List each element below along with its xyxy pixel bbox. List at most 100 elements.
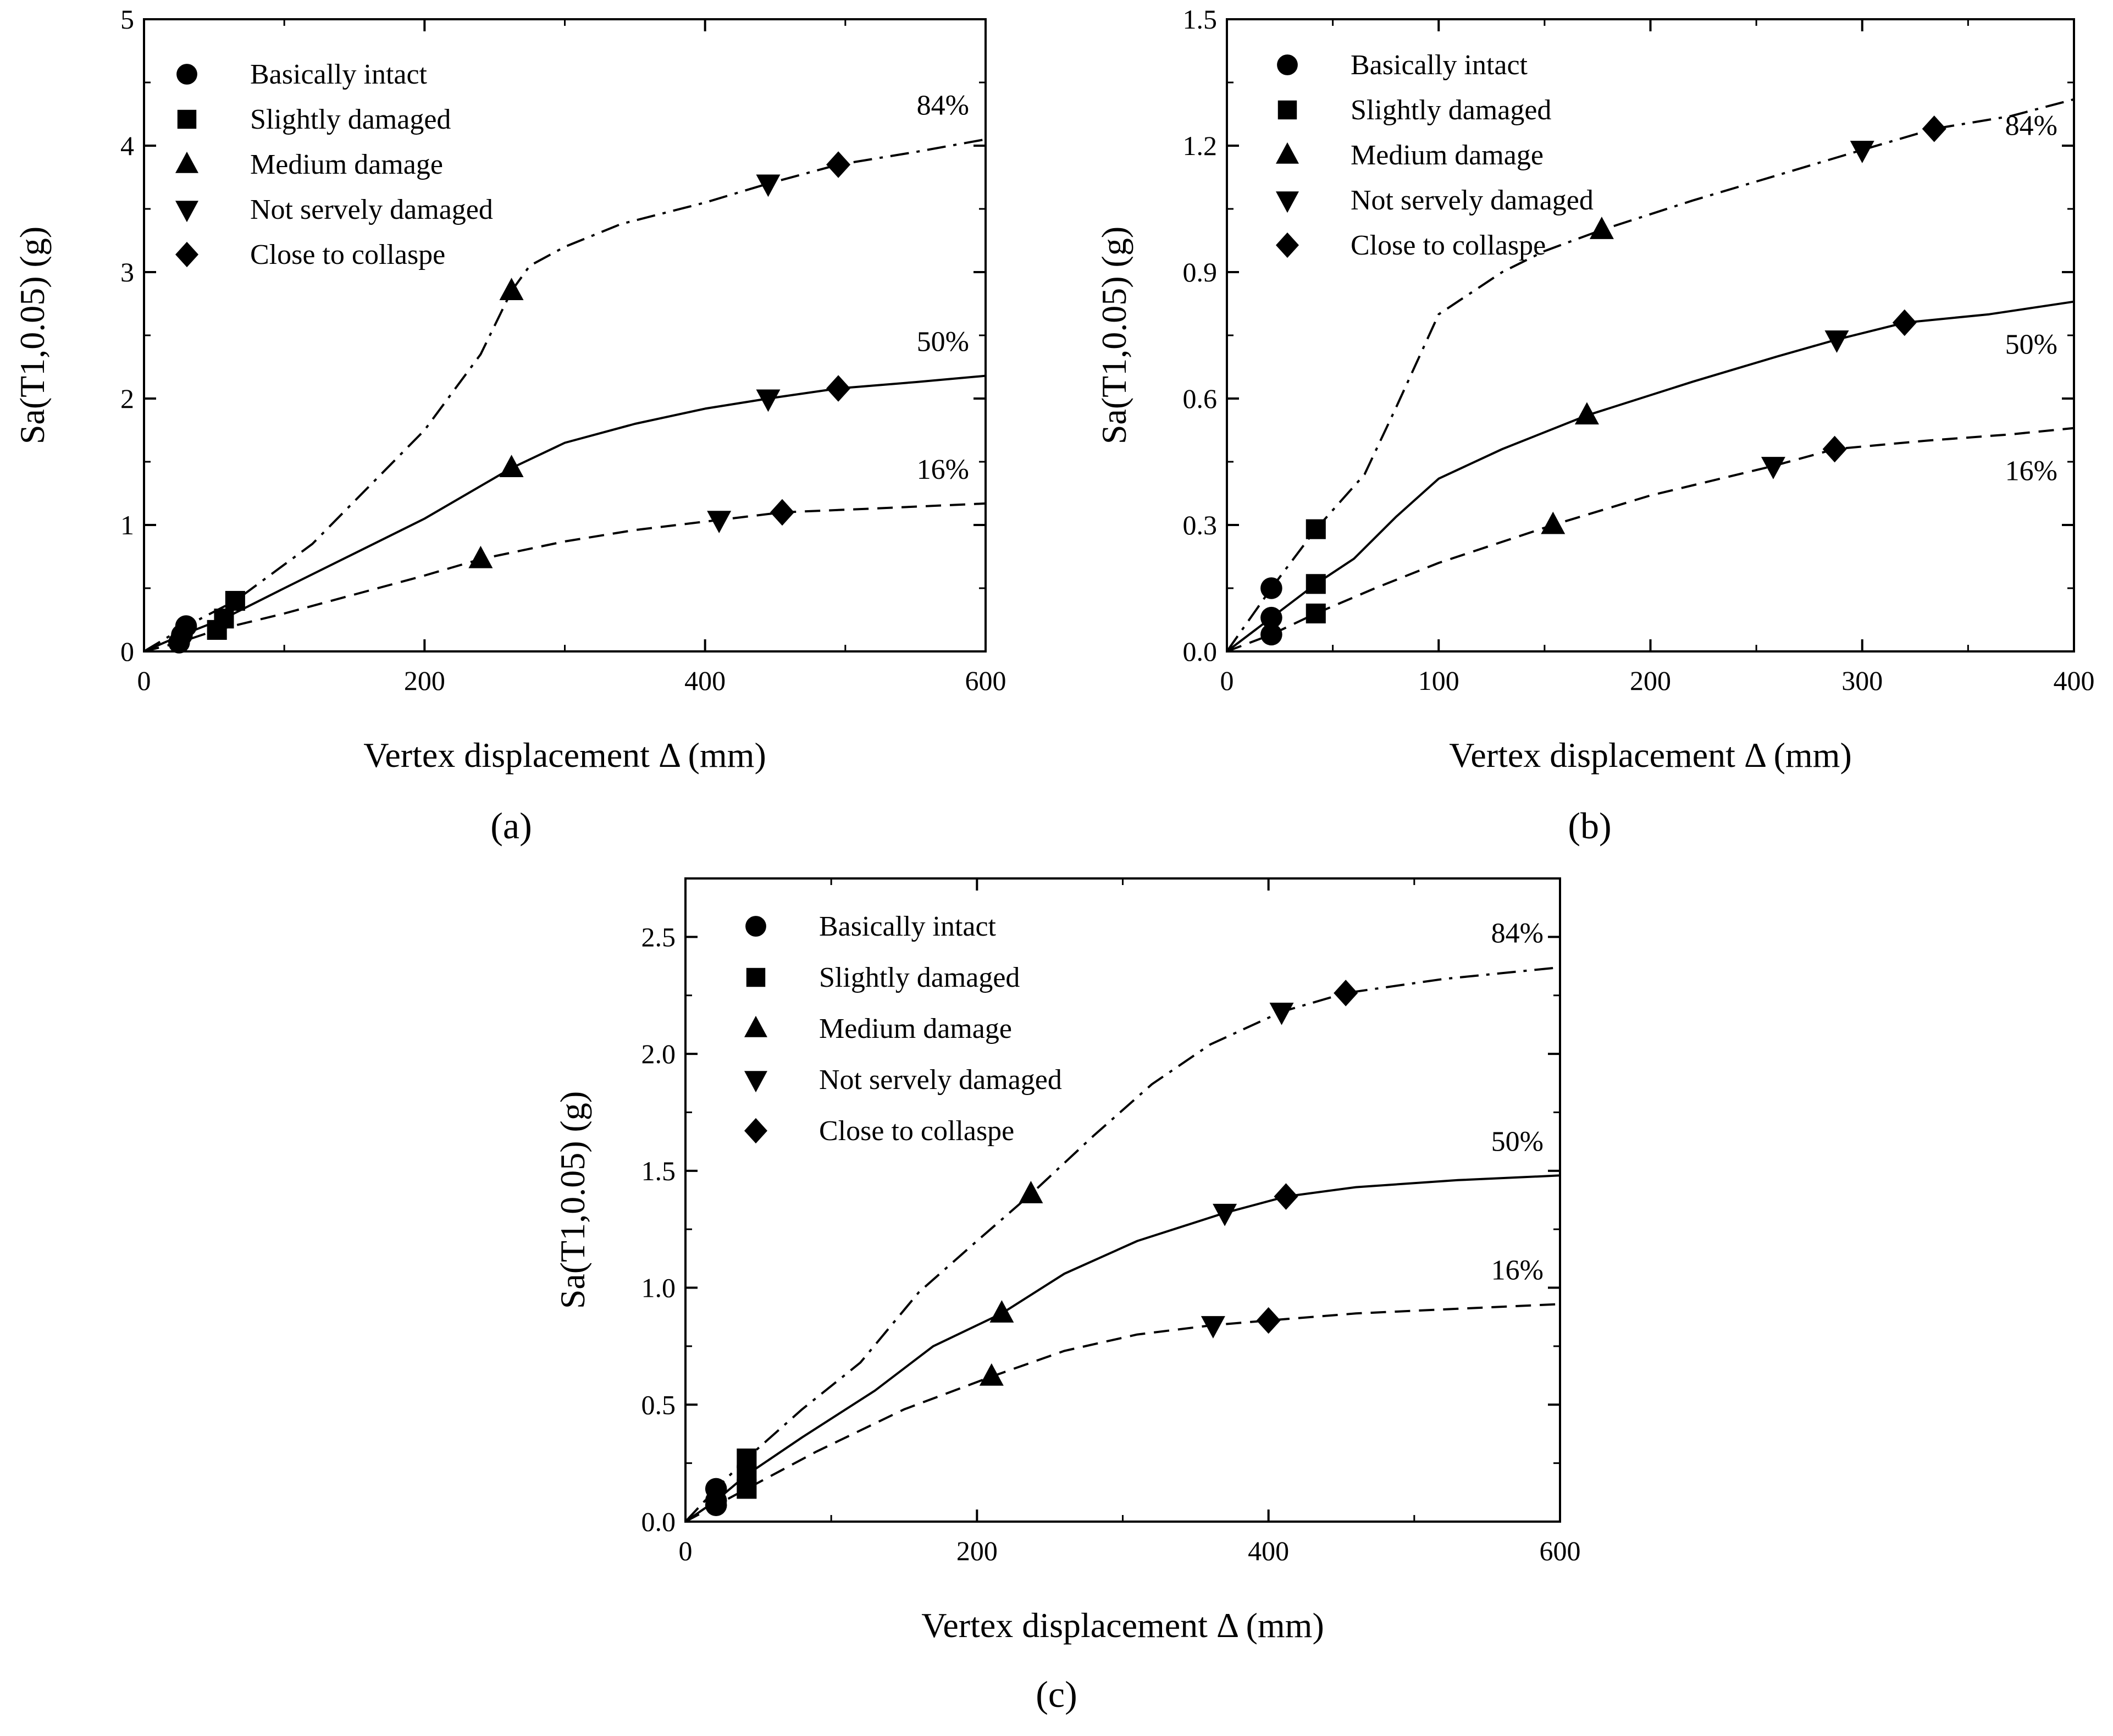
- panel-label: (c): [1036, 1673, 1077, 1715]
- legend-label: Medium damage: [250, 149, 443, 180]
- curve-label: 16%: [1491, 1254, 1544, 1286]
- data-point-circle: [168, 632, 190, 654]
- data-point-square: [207, 620, 227, 640]
- y-tick-label: 0.5: [641, 1389, 676, 1420]
- y-tick-label: 0.0: [641, 1506, 676, 1537]
- series-line-16pct: [143, 502, 986, 653]
- y-tick-label: 2.5: [641, 921, 676, 952]
- x-tick-label: 200: [956, 1535, 998, 1566]
- x-axis-label: Vertex displacement Δ (mm): [1449, 736, 1852, 775]
- data-point-diamond: [826, 375, 851, 402]
- legend-marker-triangle-down: [744, 1071, 767, 1093]
- data-point-diamond: [1822, 435, 1847, 463]
- legend-marker-circle: [176, 64, 197, 85]
- data-point-circle: [705, 1494, 727, 1517]
- curve-label: 16%: [2005, 456, 2057, 487]
- curve-label: 50%: [2005, 329, 2057, 361]
- legend-marker-circle: [745, 916, 766, 937]
- legend-label: Slightly damaged: [250, 104, 451, 135]
- legend-label: Close to collaspe: [250, 239, 445, 270]
- panel-label: (b): [1568, 805, 1611, 847]
- data-point-triangle-up: [468, 545, 493, 568]
- x-tick-label: 400: [1248, 1535, 1289, 1566]
- y-tick-label: 1: [120, 510, 134, 540]
- legend-marker-triangle-up: [744, 1015, 767, 1037]
- curve-label: 16%: [917, 454, 969, 485]
- legend-marker-diamond: [175, 241, 198, 268]
- series-line-50pct: [1226, 300, 2075, 653]
- x-tick-label: 300: [1841, 665, 1883, 696]
- y-tick-label: 0.0: [1183, 636, 1218, 667]
- y-tick-label: 0.9: [1183, 257, 1218, 288]
- x-tick-label: 0: [679, 1535, 693, 1566]
- data-point-triangle-down: [1824, 330, 1849, 353]
- data-point-triangle-down: [1201, 1316, 1225, 1339]
- x-tick-label: 400: [2054, 665, 2095, 696]
- x-axis-label: Vertex displacement Δ (mm): [363, 736, 766, 775]
- series-line-50pct: [143, 374, 986, 653]
- y-tick-label: 0.6: [1183, 383, 1218, 414]
- panel-label: (a): [490, 805, 532, 847]
- data-point-square: [1306, 603, 1326, 624]
- y-tick-label: 1.2: [1183, 130, 1218, 161]
- legend-marker-square: [746, 967, 766, 987]
- x-tick-label: 0: [137, 665, 151, 696]
- chart-panel-c: 0 200 400 600 0.0 0.5 1.0 1.5 2.0 2.5 84% 50% 16% Bas…: [553, 877, 1581, 1715]
- series-line-16pct: [685, 1303, 1561, 1523]
- legend-marker-triangle-up: [1276, 142, 1299, 164]
- series-line-84pct: [684, 966, 1561, 1523]
- y-tick-label: 1.0: [641, 1273, 676, 1303]
- legend-label: Medium damage: [1351, 140, 1544, 171]
- series-line-84pct: [1226, 98, 2075, 653]
- data-point-triangle-down: [1213, 1203, 1237, 1226]
- data-point-triangle-down: [707, 511, 732, 533]
- legend-label: Medium damage: [819, 1013, 1012, 1044]
- data-point-diamond: [826, 151, 851, 178]
- chart-panel-b: 0 100 200 300 400 0.0 0.3 0.6 0.9 1.2 1.5 84% 50% 16%…: [1094, 4, 2095, 847]
- plot-frame: [684, 877, 1561, 1523]
- data-point-diamond: [1256, 1307, 1281, 1334]
- legend-marker-triangle-down: [1276, 191, 1299, 213]
- x-tick-label: 200: [1630, 665, 1671, 696]
- chart-panel-a: 0 200 400 600 0 1 2 3 4 5 84% 50% 16% Basically intac…: [13, 4, 1006, 847]
- data-point-triangle-up: [1589, 217, 1614, 239]
- data-point-triangle-up: [1019, 1181, 1043, 1203]
- y-tick-label: 2: [120, 383, 134, 414]
- legend-label: Slightly damaged: [1351, 95, 1551, 126]
- data-point-triangle-up: [979, 1363, 1004, 1386]
- x-tick-label: 600: [1540, 1535, 1581, 1566]
- data-point-diamond: [1892, 309, 1917, 336]
- y-tick-label: 4: [120, 130, 134, 161]
- y-tick-label: 0: [120, 636, 134, 667]
- data-point-triangle-up: [1541, 511, 1566, 534]
- data-point-triangle-down: [756, 389, 781, 412]
- data-point-circle: [1260, 606, 1282, 629]
- data-point-circle: [1260, 577, 1282, 599]
- y-tick-label: 3: [120, 257, 134, 288]
- data-point-diamond: [1922, 115, 1946, 142]
- legend-label: Not servely damaged: [250, 194, 493, 225]
- data-point-triangle-up: [989, 1300, 1014, 1323]
- legend-label: Slightly damaged: [819, 962, 1020, 993]
- legend-marker-square: [177, 109, 197, 129]
- data-point-triangle-up: [499, 278, 524, 300]
- data-point-diamond: [770, 499, 795, 526]
- data-point-square: [1306, 574, 1326, 594]
- y-tick-label: 2.0: [641, 1038, 676, 1069]
- data-point-triangle-down: [1850, 141, 1874, 163]
- curve-label: 50%: [1491, 1126, 1544, 1157]
- series-line-16pct: [1226, 427, 2075, 653]
- legend-marker-circle: [1277, 54, 1298, 75]
- curve-label: 50%: [917, 327, 969, 358]
- data-point-diamond: [1274, 1183, 1298, 1210]
- x-axis-label: Vertex displacement Δ (mm): [921, 1606, 1324, 1645]
- legend-marker-diamond: [744, 1118, 767, 1144]
- data-point-circle: [1260, 623, 1282, 646]
- curve-label: 84%: [1491, 918, 1544, 949]
- x-tick-label: 0: [1220, 665, 1234, 696]
- legend-label: Basically intact: [819, 911, 997, 942]
- x-tick-label: 100: [1418, 665, 1459, 696]
- data-point-triangle-down: [1761, 457, 1785, 479]
- data-point-triangle-down: [756, 174, 781, 197]
